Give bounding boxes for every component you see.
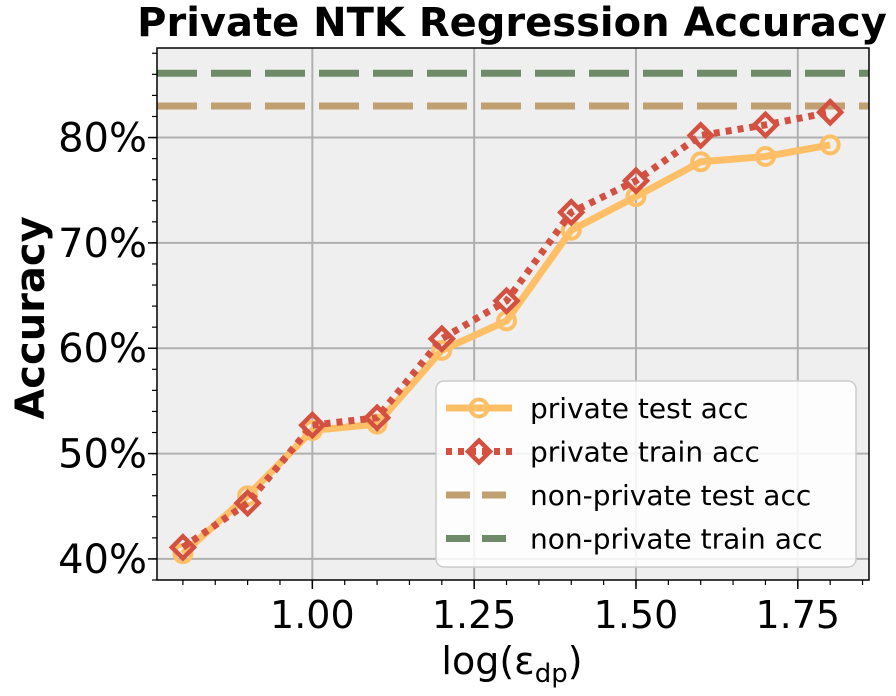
y-tick-label: 60% bbox=[58, 326, 147, 372]
data-point bbox=[492, 286, 521, 316]
plot-frame bbox=[156, 47, 870, 581]
x-tick-label: 1.75 bbox=[755, 593, 840, 637]
series-private-train-acc bbox=[168, 98, 845, 562]
data-point bbox=[427, 324, 456, 353]
x-axis-label-subscript: dp bbox=[535, 659, 568, 689]
data-point bbox=[233, 488, 262, 518]
y-tick-label: 50% bbox=[58, 432, 147, 478]
legend-item: non-private train acc bbox=[446, 523, 823, 556]
legend-item: private train acc bbox=[446, 436, 760, 469]
data-point bbox=[815, 98, 845, 127]
legend-label: non-private train acc bbox=[530, 523, 823, 556]
legend-label: private test acc bbox=[530, 392, 749, 425]
series bbox=[168, 98, 845, 565]
legend-box bbox=[435, 380, 857, 568]
legend-item: non-private test acc bbox=[446, 479, 811, 512]
legend-label: private train acc bbox=[530, 436, 760, 469]
data-point bbox=[819, 134, 841, 156]
data-point bbox=[557, 198, 586, 227]
data-point bbox=[754, 146, 776, 168]
x-tick-label: 1.00 bbox=[270, 593, 355, 637]
data-point bbox=[431, 339, 453, 361]
x-axis-label-main: log(ε bbox=[441, 639, 534, 683]
data-point bbox=[464, 437, 494, 466]
data-point bbox=[751, 110, 780, 140]
legend-item: private test acc bbox=[446, 392, 749, 425]
x-tick-label: 1.25 bbox=[432, 593, 517, 637]
y-tick-label: 70% bbox=[58, 221, 147, 267]
legend-label: non-private test acc bbox=[530, 479, 811, 512]
data-point bbox=[621, 166, 651, 195]
data-point bbox=[168, 533, 198, 562]
data-point bbox=[625, 186, 647, 208]
x-tick-label: 1.50 bbox=[594, 593, 679, 637]
x-axis-label: log(εdp) bbox=[441, 639, 582, 689]
series-line bbox=[180, 108, 831, 551]
axis-ticks: 1.00 1.25 1.50 1.75 40% 50% 60% 70% 80% bbox=[58, 52, 864, 637]
legend: private test acc private train acc non-pri… bbox=[435, 380, 857, 568]
chart-title: Private NTK Regression Accuracy bbox=[137, 0, 887, 46]
data-point bbox=[366, 413, 388, 435]
data-point bbox=[362, 403, 392, 432]
data-point bbox=[298, 410, 327, 440]
y-axis-label: Accuracy bbox=[8, 216, 54, 419]
data-point bbox=[690, 151, 712, 173]
reference-lines bbox=[157, 69, 869, 110]
y-tick-label: 40% bbox=[58, 537, 147, 583]
x-axis-label-close: ) bbox=[568, 639, 583, 683]
data-point bbox=[686, 121, 715, 150]
y-tick-label: 80% bbox=[58, 116, 147, 162]
data-point bbox=[468, 397, 490, 419]
